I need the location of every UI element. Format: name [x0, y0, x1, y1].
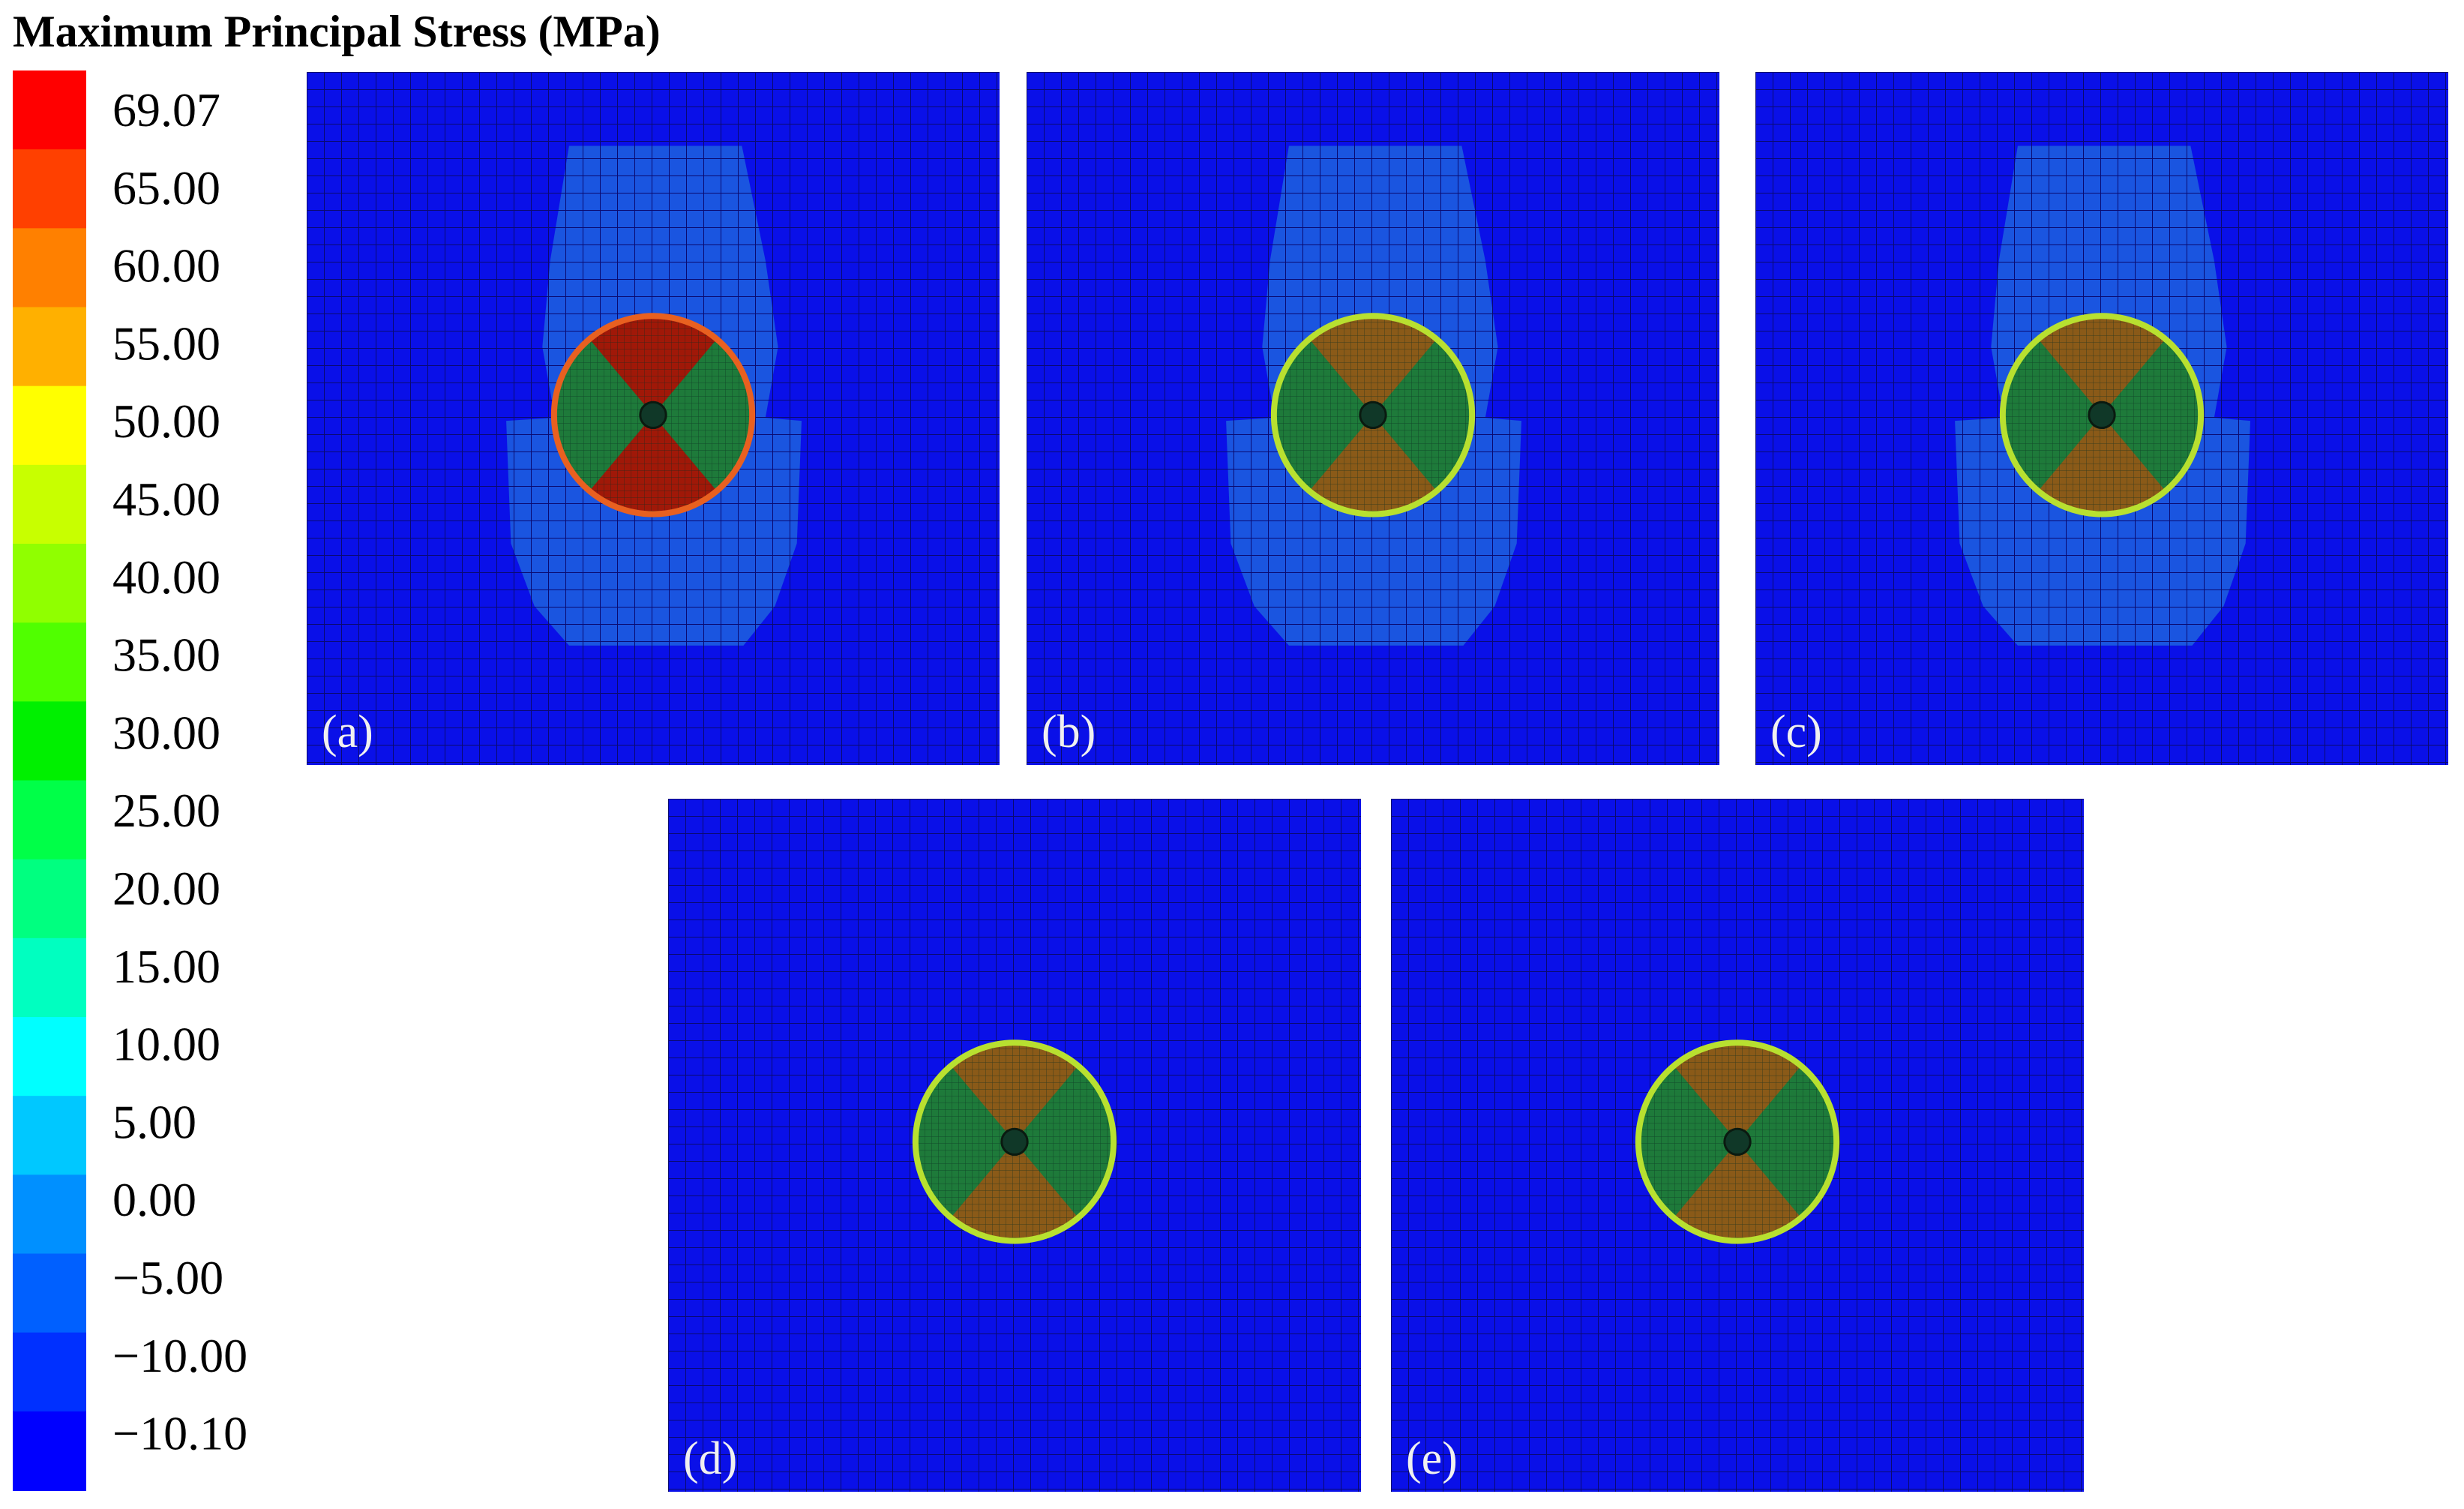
hole-core [1723, 1127, 1752, 1156]
legend-swatch [13, 1332, 86, 1412]
legend-label: −10.00 [112, 1329, 247, 1382]
legend-label: 55.00 [112, 316, 220, 370]
hole-rim [1270, 313, 1476, 518]
legend-swatch [13, 701, 86, 782]
legend-swatch [13, 386, 86, 466]
legend-label: −5.00 [112, 1251, 223, 1304]
title: Maximum Principal Stress (MPa) [13, 7, 661, 56]
panel: (d) [668, 799, 1361, 1492]
hole-rim [912, 1040, 1117, 1244]
legend-label: 20.00 [112, 862, 220, 915]
legend-label: 30.00 [112, 706, 220, 759]
legend-swatch [13, 1411, 86, 1491]
legend-swatch [13, 149, 86, 230]
hole-core [1000, 1127, 1029, 1156]
legend-swatch [13, 1253, 86, 1334]
legend-label: −10.10 [112, 1407, 247, 1460]
legend-swatch [13, 1174, 86, 1255]
panel: (e) [1391, 799, 2084, 1492]
hole-core [1359, 400, 1387, 430]
legend-label: 65.00 [112, 161, 220, 214]
legend-label: 60.00 [112, 239, 220, 292]
hole-rim [550, 313, 756, 518]
legend-label: 15.00 [112, 940, 220, 993]
legend-label: 40.00 [112, 550, 220, 604]
hole-rim [1999, 313, 2205, 518]
legend-swatch [13, 622, 86, 703]
panel-label: (c) [1770, 706, 1822, 758]
panel-label: (b) [1042, 706, 1096, 758]
legend-label: 0.00 [112, 1173, 196, 1226]
panel: (a) [307, 72, 1000, 765]
legend-label: 5.00 [112, 1095, 196, 1148]
legend-swatch [13, 544, 86, 624]
hole-core [639, 400, 667, 430]
legend-label: 10.00 [112, 1018, 220, 1071]
panel: (c) [1755, 72, 2448, 765]
hole-rim [1635, 1040, 1840, 1244]
legend-swatch [13, 1017, 86, 1097]
legend-label: 50.00 [112, 394, 220, 448]
legend-swatch [13, 228, 86, 308]
legend-swatch [13, 70, 86, 151]
panel: (b) [1027, 72, 1719, 765]
legend-swatch [13, 859, 86, 939]
panel-label: (e) [1406, 1433, 1458, 1484]
hole-core [2088, 400, 2116, 430]
legend-swatch [13, 938, 86, 1018]
panel-label: (a) [322, 706, 373, 758]
legend-swatch [13, 780, 86, 860]
legend-label: 25.00 [112, 784, 220, 837]
legend-label: 45.00 [112, 472, 220, 526]
legend-swatch [13, 307, 86, 387]
legend-swatch [13, 464, 86, 544]
panel-label: (d) [683, 1433, 737, 1484]
legend-label: 35.00 [112, 628, 220, 682]
legend-swatch [13, 1096, 86, 1176]
legend-label: 69.07 [112, 83, 220, 136]
